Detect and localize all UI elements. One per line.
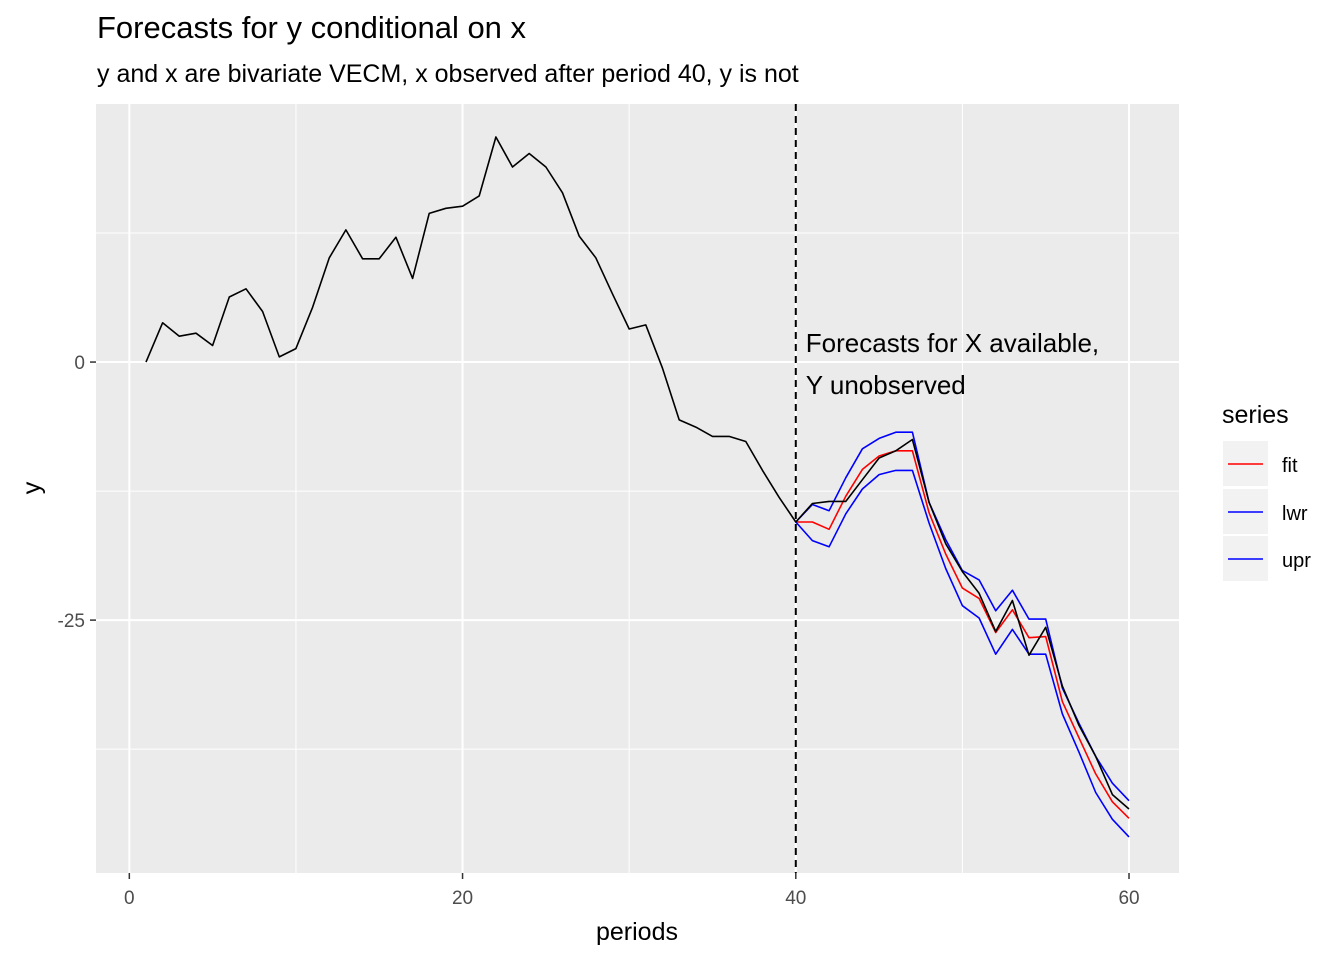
legend-item-lwr: lwr (1223, 489, 1308, 534)
legend-label-upr: upr (1282, 550, 1311, 572)
series-layer (145, 136, 1130, 838)
y-tick-label: -25 (58, 611, 85, 632)
legend: series fit lwr upr (1222, 401, 1311, 581)
x-tick-label: 0 (124, 888, 135, 909)
annotation-line-1: Forecasts for X available, (806, 328, 1099, 358)
plot-panel (96, 104, 1179, 873)
legend-item-fit: fit (1223, 441, 1298, 486)
x-axis: 0 20 40 60 (124, 873, 1140, 909)
x-axis-title: periods (596, 918, 678, 946)
x-tick-label: 60 (1118, 888, 1139, 909)
series-line-lwr (795, 469, 1130, 838)
legend-item-upr: upr (1223, 536, 1311, 581)
legend-label-fit: fit (1282, 455, 1298, 477)
chart-title: Forecasts for y conditional on x (97, 10, 527, 45)
y-axis: 0 -25 (58, 353, 96, 632)
x-tick-label: 20 (452, 888, 473, 909)
minor-gridlines (96, 104, 1179, 873)
y-tick-label: 0 (74, 353, 85, 374)
chart-subtitle: y and x are bivariate VECM, x observed a… (97, 60, 799, 88)
x-tick-label: 40 (785, 888, 806, 909)
series-line-y (145, 136, 1130, 810)
legend-label-lwr: lwr (1282, 503, 1308, 525)
legend-title: series (1222, 401, 1289, 429)
series-line-fit (795, 449, 1130, 819)
y-axis-title: y (18, 481, 46, 494)
annotation-line-2: Y unobserved (806, 370, 966, 400)
